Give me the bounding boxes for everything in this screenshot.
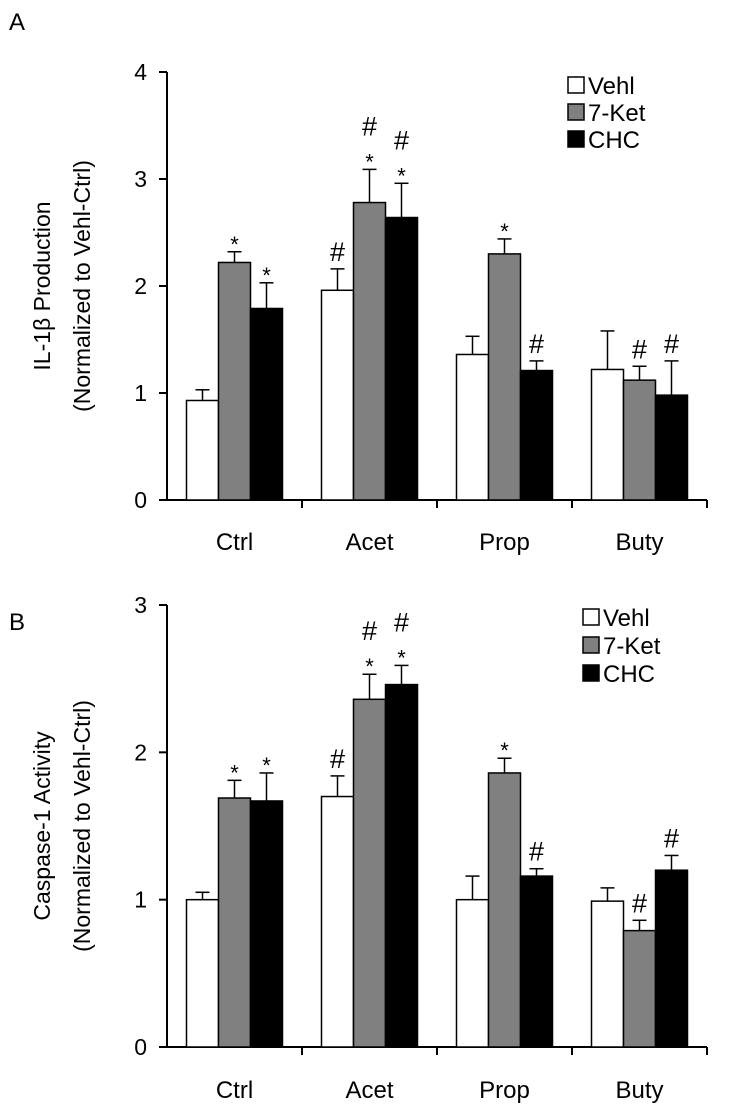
legend-swatch xyxy=(582,636,600,654)
bar-7-ket xyxy=(622,929,657,1048)
significance-star: * xyxy=(230,760,239,785)
legend-swatch xyxy=(567,130,585,148)
y-tick-label: 0 xyxy=(134,487,147,513)
x-tick-label: Buty xyxy=(615,529,663,556)
legend-swatch xyxy=(582,664,600,682)
significance-star: * xyxy=(397,645,406,670)
x-tick-label: Ctrl xyxy=(216,529,253,556)
significance-hash: # xyxy=(362,111,377,141)
significance-hash: # xyxy=(664,329,679,359)
legend-swatch xyxy=(582,608,600,626)
x-tick-label: Buty xyxy=(615,1077,663,1104)
significance-hash: # xyxy=(394,125,409,155)
significance-hash: # xyxy=(330,744,345,774)
y-axis-title: Caspase-1 Activity xyxy=(29,731,55,921)
bar-chc xyxy=(249,307,284,501)
bar-7-ket xyxy=(352,201,387,501)
panel-b: B Caspase-1 Activity (Normalized to Vehl-C… xyxy=(9,592,708,1104)
legend-swatch xyxy=(567,76,585,94)
significance-star: * xyxy=(230,232,239,257)
y-tick-label: 1 xyxy=(134,380,147,406)
legend-label: 7-Ket xyxy=(603,633,661,660)
x-tick-label: Prop xyxy=(479,1077,530,1104)
bar-chc xyxy=(519,875,554,1048)
significance-star: * xyxy=(500,738,509,763)
y-axis-subtitle: (Normalized to Vehl-Ctrl) xyxy=(69,160,95,412)
panel-label: A xyxy=(9,9,25,36)
legend-label: Vehl xyxy=(603,605,650,632)
significance-hash: # xyxy=(664,823,679,853)
bar-7-ket xyxy=(352,698,387,1048)
bar-vehl xyxy=(185,399,220,501)
bar-chc xyxy=(519,369,554,501)
significance-star: * xyxy=(500,219,509,244)
significance-star: * xyxy=(262,753,271,778)
bar-vehl xyxy=(185,898,220,1048)
y-tick-label: 2 xyxy=(134,739,147,765)
y-tick-label: 4 xyxy=(134,59,147,85)
significance-hash: # xyxy=(632,888,647,918)
bar-chc xyxy=(384,216,419,501)
bar-vehl xyxy=(320,795,355,1048)
bar-7-ket xyxy=(217,261,252,501)
bar-7-ket xyxy=(487,772,522,1048)
y-axis-subtitle: (Normalized to Vehl-Ctrl) xyxy=(69,700,95,952)
significance-hash: # xyxy=(362,616,377,646)
bar-chc xyxy=(384,683,419,1048)
x-tick-label: Prop xyxy=(479,529,530,556)
bar-vehl xyxy=(455,353,490,501)
bar-7-ket xyxy=(217,797,252,1048)
significance-hash: # xyxy=(632,334,647,364)
x-tick-label: Acet xyxy=(345,1077,393,1104)
y-tick-label: 2 xyxy=(134,273,147,299)
y-tick-label: 0 xyxy=(134,1034,147,1060)
significance-star: * xyxy=(365,149,374,174)
x-tick-label: Acet xyxy=(345,529,393,556)
bar-chc xyxy=(654,394,689,501)
bar-7-ket xyxy=(487,253,522,501)
significance-star: * xyxy=(397,163,406,188)
legend-label: Vehl xyxy=(588,73,635,100)
y-tick-label: 3 xyxy=(134,592,147,618)
bar-vehl xyxy=(590,368,625,501)
bar-vehl xyxy=(590,900,625,1048)
legend-swatch xyxy=(567,103,585,121)
significance-star: * xyxy=(262,263,271,288)
y-tick-label: 3 xyxy=(134,166,147,192)
significance-star: * xyxy=(365,654,374,679)
bar-chc xyxy=(654,869,689,1048)
significance-hash: # xyxy=(529,329,544,359)
panel-label: B xyxy=(9,609,25,636)
legend-label: CHC xyxy=(588,127,640,154)
legend-label: CHC xyxy=(603,661,655,688)
significance-hash: # xyxy=(529,837,544,867)
x-tick-label: Ctrl xyxy=(216,1077,253,1104)
bar-vehl xyxy=(320,289,355,501)
bar-vehl xyxy=(455,898,490,1048)
bar-chc xyxy=(249,800,284,1048)
significance-hash: # xyxy=(330,237,345,267)
legend-label: 7-Ket xyxy=(588,100,646,127)
y-tick-label: 1 xyxy=(134,887,147,913)
significance-hash: # xyxy=(394,607,409,637)
y-axis-title: IL-1β Production xyxy=(29,201,55,370)
panel-a: A IL-1β Production (Normalized to Vehl-Ctr… xyxy=(9,9,708,556)
bar-7-ket xyxy=(622,379,657,501)
